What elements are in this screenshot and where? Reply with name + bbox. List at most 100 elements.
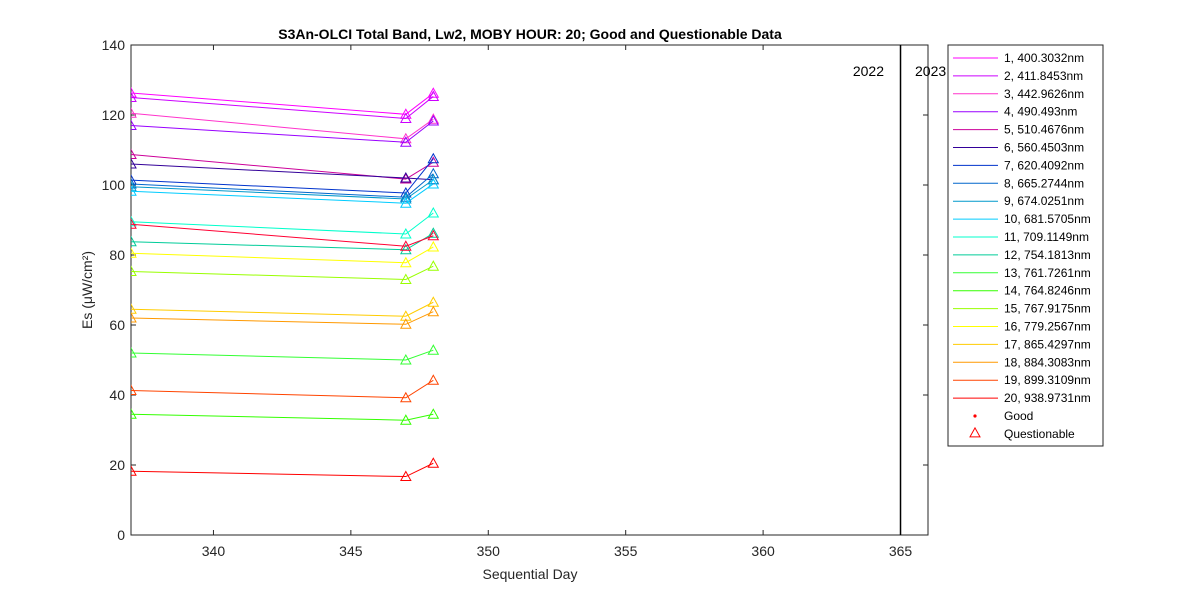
questionable-marker xyxy=(131,265,137,276)
questionable-marker xyxy=(399,240,412,251)
legend-item: 4, 490.493nm xyxy=(953,105,1077,119)
legend-item: 9, 674.0251nm xyxy=(953,194,1084,208)
questionable-marker xyxy=(399,256,412,268)
questionable-marker xyxy=(131,346,137,358)
legend-label: 9, 674.0251nm xyxy=(1004,194,1084,208)
legend-item: 8, 665.2744nm xyxy=(953,176,1084,190)
y-tick-label: 0 xyxy=(117,527,125,543)
questionable-marker xyxy=(131,408,137,419)
questionable-marker xyxy=(399,227,412,239)
legend-item-good: Good xyxy=(973,409,1033,423)
questionable-marker xyxy=(399,318,412,329)
y-tick-label: 60 xyxy=(109,317,125,333)
legend-label: 11, 709.1149nm xyxy=(1004,230,1089,244)
legend-item: 17, 865.4297nm xyxy=(953,337,1091,351)
x-tick-label: 355 xyxy=(614,543,638,559)
y-tick-label: 20 xyxy=(109,457,125,473)
legend-label: 8, 665.2744nm xyxy=(1004,176,1084,190)
legend-item: 14, 764.8246nm xyxy=(953,284,1091,298)
legend-label: 20, 938.9731nm xyxy=(1004,391,1091,405)
questionable-marker xyxy=(427,305,440,317)
legend-item: 6, 560.4503nm xyxy=(953,141,1084,155)
series-line xyxy=(131,265,434,281)
x-axis-ticks: 340 345 350 355 360 365 xyxy=(202,45,913,559)
y-tick-label: 40 xyxy=(109,387,125,403)
legend-label: 4, 490.493nm xyxy=(1004,105,1077,119)
questionable-marker xyxy=(427,227,440,238)
legend-label: 5, 510.4676nm xyxy=(1004,123,1084,137)
series-18 xyxy=(131,305,440,329)
questionable-marker xyxy=(131,119,137,130)
questionable-marker xyxy=(399,197,412,208)
legend-label: 13, 761.7261nm xyxy=(1004,266,1091,280)
questionable-marker xyxy=(399,273,412,284)
series-line xyxy=(131,379,434,399)
questionable-marker xyxy=(399,243,412,255)
legend-item: 1, 400.3032nm xyxy=(953,51,1084,65)
legend-label: 16, 779.2567nm xyxy=(1004,320,1091,334)
y-tick-label: 100 xyxy=(102,177,126,193)
series-line xyxy=(131,96,434,120)
series-line xyxy=(131,246,434,264)
questionable-marker xyxy=(131,311,137,323)
questionable-marker xyxy=(131,218,137,229)
legend-label: 10, 681.5705nm xyxy=(1004,212,1091,226)
series-2 xyxy=(131,90,440,123)
series-14 xyxy=(131,408,440,425)
questionable-marker xyxy=(427,260,440,271)
series-4 xyxy=(131,114,440,147)
x-tick-label: 340 xyxy=(202,543,226,559)
legend-label: 3, 442.9626nm xyxy=(1004,87,1084,101)
legend-item: 7, 620.4092nm xyxy=(953,158,1084,172)
legend: 1, 400.3032nm 2, 411.8453nm 3, 442.9626nm 4… xyxy=(947,44,1104,447)
legend-label: 14, 764.8246nm xyxy=(1004,284,1091,298)
questionable-marker xyxy=(131,107,137,118)
series-16 xyxy=(131,240,440,268)
chart-title: S3An-OLCI Total Band, Lw2, MOBY HOUR: 20… xyxy=(278,26,782,42)
questionable-marker xyxy=(427,344,440,355)
questionable-marker xyxy=(427,152,440,164)
legend-item: 5, 510.4676nm xyxy=(953,123,1084,137)
legend-label: 18, 884.3083nm xyxy=(1004,355,1091,369)
x-tick-label: 365 xyxy=(889,543,913,559)
questionable-marker xyxy=(427,114,440,126)
legend-label: 2, 411.8453nm xyxy=(1004,69,1083,83)
series-15 xyxy=(131,260,440,284)
series-line xyxy=(131,462,434,478)
legend-label: 12, 754.1813nm xyxy=(1004,248,1091,262)
questionable-marker xyxy=(399,171,412,183)
legend-item: 15, 767.9175nm xyxy=(953,302,1091,316)
legend-item: 19, 899.3109nm xyxy=(953,373,1091,387)
questionable-marker xyxy=(131,247,137,258)
questionable-marker xyxy=(131,215,137,227)
series-line xyxy=(131,212,434,235)
legend-dot-marker xyxy=(973,414,977,418)
questionable-marker xyxy=(399,112,412,123)
legend-label: 1, 400.3032nm xyxy=(1004,51,1084,65)
questionable-marker xyxy=(399,136,412,147)
year-label-left: 2022 xyxy=(853,63,884,79)
legend-item: 10, 681.5705nm xyxy=(953,212,1091,226)
series-line xyxy=(131,183,434,204)
questionable-marker xyxy=(399,414,412,425)
y-tick-label: 140 xyxy=(102,37,126,53)
questionable-marker xyxy=(131,465,137,476)
series-19 xyxy=(131,374,440,403)
questionable-marker xyxy=(427,229,440,241)
series-11 xyxy=(131,206,440,239)
x-axis-label: Sequential Day xyxy=(483,566,578,582)
series-20 xyxy=(131,457,440,482)
questionable-marker xyxy=(427,240,440,252)
questionable-marker xyxy=(131,148,137,160)
questionable-marker xyxy=(427,374,440,385)
series-line xyxy=(131,154,434,180)
y-axis-ticks: 0 20 40 60 80 100 120 140 xyxy=(102,37,928,543)
series-line xyxy=(131,163,434,181)
questionable-marker xyxy=(427,177,440,189)
legend-item: 11, 709.1149nm xyxy=(953,230,1089,244)
legend-item: 16, 779.2567nm xyxy=(953,320,1091,334)
legend-label: Questionable xyxy=(1004,427,1075,441)
questionable-marker xyxy=(131,180,137,192)
questionable-marker xyxy=(427,457,440,468)
